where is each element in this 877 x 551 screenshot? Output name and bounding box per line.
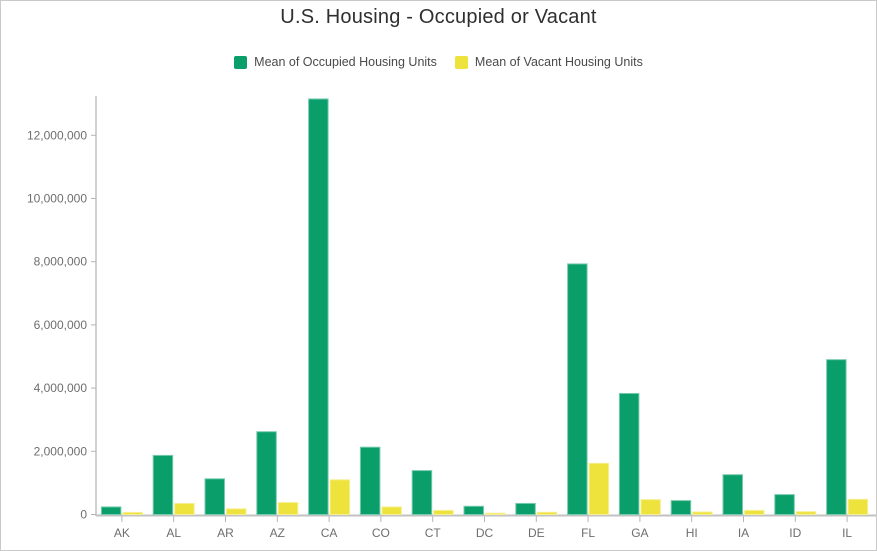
bar-vacant-CT[interactable]	[433, 509, 454, 515]
bar-vacant-CA[interactable]	[329, 479, 351, 515]
y-axis-label: 10,000,000	[27, 192, 87, 206]
bar-vacant-IA[interactable]	[744, 509, 765, 515]
x-axis-label-AR: AR	[217, 526, 234, 540]
x-axis-label-AL: AL	[166, 526, 181, 540]
bar-vacant-AR[interactable]	[226, 508, 247, 516]
x-axis-label-IA: IA	[738, 526, 749, 540]
x-axis-label-HI: HI	[686, 526, 698, 540]
bar-occupied-AR[interactable]	[204, 478, 225, 515]
bar-vacant-CO[interactable]	[381, 506, 402, 515]
y-axis-label: 4,000,000	[34, 381, 88, 395]
legend-item-occupied[interactable]: Mean of Occupied Housing Units	[234, 55, 437, 69]
bar-vacant-ID[interactable]	[795, 511, 817, 516]
bar-occupied-FL[interactable]	[567, 263, 588, 515]
legend-label-vacant: Mean of Vacant Housing Units	[474, 55, 643, 69]
bar-occupied-ID[interactable]	[774, 494, 795, 516]
bar-occupied-GA[interactable]	[618, 392, 640, 515]
legend-label-occupied: Mean of Occupied Housing Units	[254, 55, 437, 69]
y-axis-label: 6,000,000	[34, 318, 88, 332]
x-axis-label-ID: ID	[789, 526, 801, 540]
bar-occupied-DE[interactable]	[515, 502, 536, 516]
bar-occupied-HI[interactable]	[670, 500, 692, 516]
bar-occupied-IL[interactable]	[826, 359, 847, 515]
bar-vacant-AK[interactable]	[122, 511, 143, 516]
legend: Mean of Occupied Housing Units Mean of V…	[1, 55, 876, 69]
x-axis-label-AZ: AZ	[270, 526, 285, 540]
y-axis-label: 8,000,000	[34, 255, 88, 269]
y-axis-label: 0	[80, 508, 87, 522]
x-axis-label-FL: FL	[581, 526, 595, 540]
bar-occupied-AL[interactable]	[152, 454, 174, 515]
bar-vacant-AZ[interactable]	[277, 501, 299, 516]
bar-vacant-DE[interactable]	[536, 511, 558, 515]
bar-vacant-HI[interactable]	[692, 511, 713, 515]
x-axis-label-GA: GA	[631, 526, 648, 540]
bar-vacant-DC[interactable]	[485, 512, 506, 516]
bar-vacant-FL[interactable]	[588, 462, 610, 516]
bar-vacant-GA[interactable]	[640, 499, 661, 516]
x-axis-label-IL: IL	[842, 526, 852, 540]
x-axis-label-DC: DC	[476, 526, 494, 540]
bar-occupied-CT[interactable]	[411, 470, 433, 515]
bar-vacant-IL[interactable]	[847, 498, 869, 516]
x-axis-label-CO: CO	[372, 526, 390, 540]
bar-occupied-DC[interactable]	[463, 505, 484, 515]
y-axis-label: 12,000,000	[27, 128, 87, 142]
bar-occupied-CA[interactable]	[308, 98, 329, 516]
legend-item-vacant[interactable]: Mean of Vacant Housing Units	[454, 55, 643, 69]
bar-vacant-AL[interactable]	[174, 502, 195, 516]
bar-occupied-CO[interactable]	[359, 446, 381, 515]
legend-swatch-vacant-icon	[454, 55, 468, 69]
bar-occupied-IA[interactable]	[722, 474, 743, 515]
chart-title: U.S. Housing - Occupied or Vacant	[280, 6, 597, 28]
x-axis-label-CA: CA	[321, 526, 338, 540]
legend-swatch-occupied-icon	[234, 55, 248, 69]
x-axis-label-DE: DE	[528, 526, 545, 540]
x-axis-label-AK: AK	[114, 526, 130, 540]
y-axis-label: 2,000,000	[34, 444, 88, 458]
x-axis-label-CT: CT	[425, 526, 442, 540]
bar-occupied-AK[interactable]	[100, 506, 122, 515]
bar-occupied-AZ[interactable]	[256, 431, 277, 516]
